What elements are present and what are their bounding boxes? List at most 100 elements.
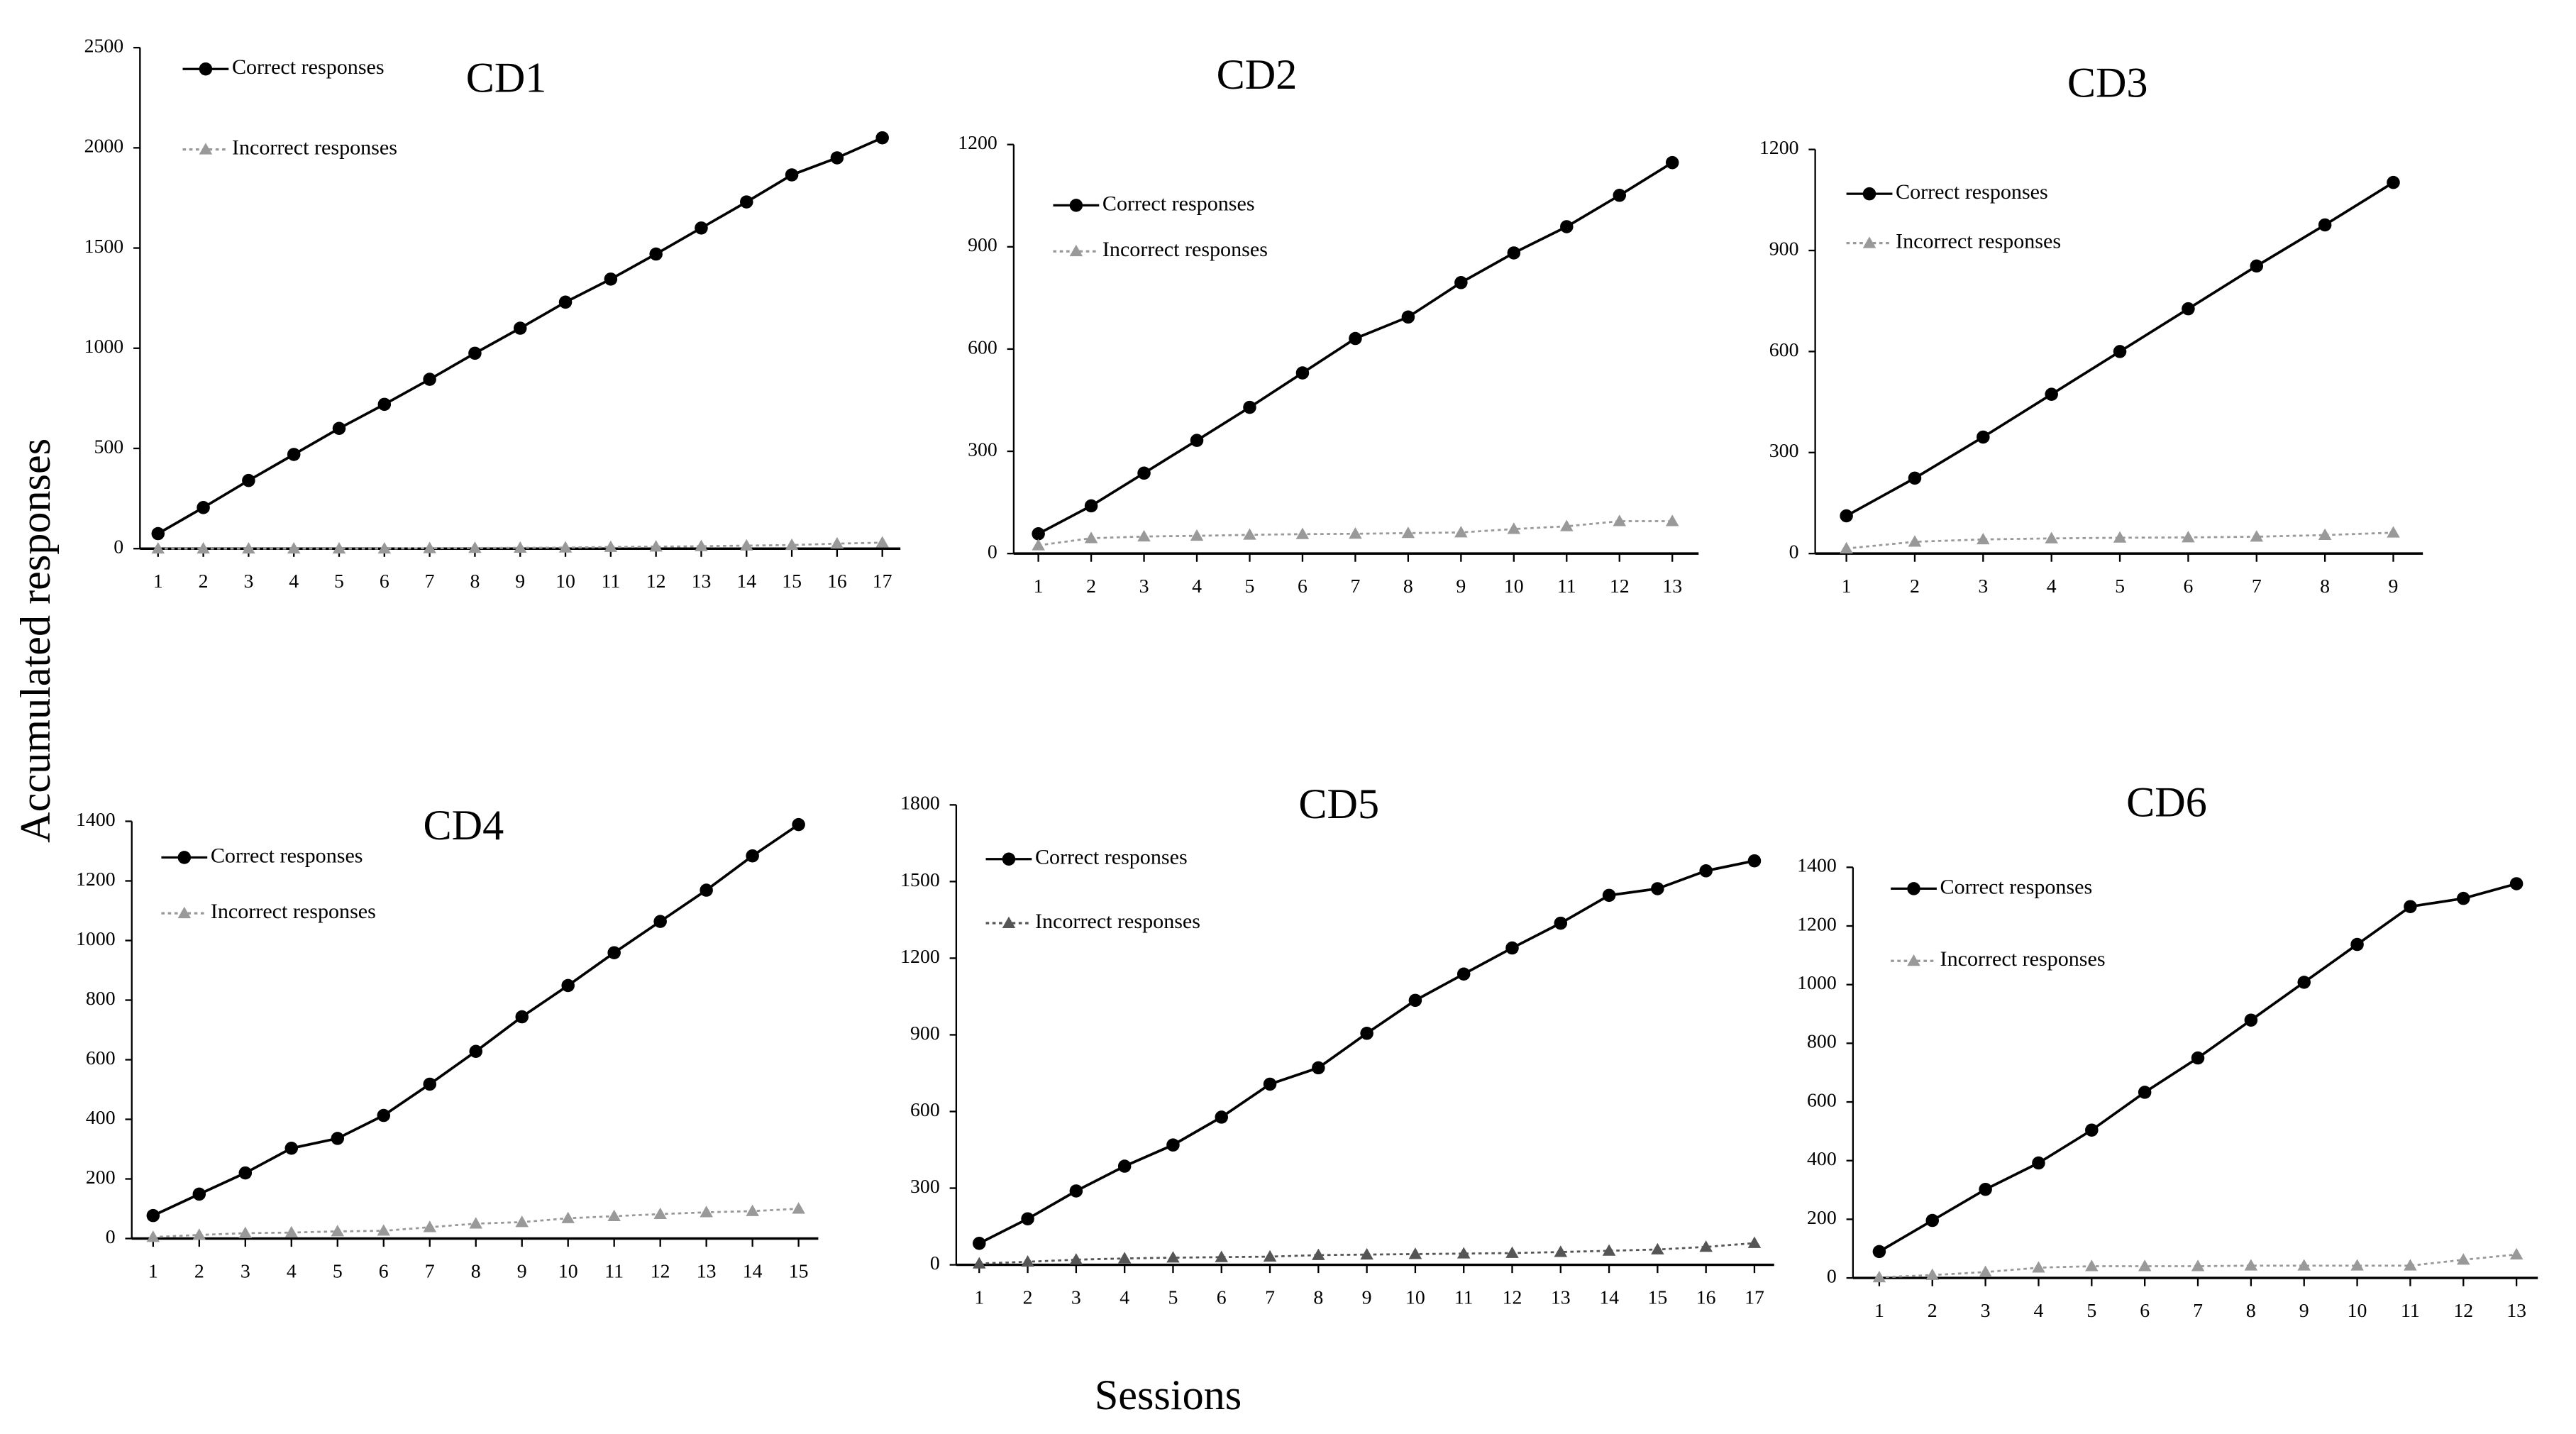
x-tick-label: 2	[1023, 1287, 1033, 1309]
point	[653, 915, 667, 928]
x-tick-label: 2	[1086, 575, 1096, 597]
x-tick-label: 11	[1454, 1287, 1474, 1309]
x-tick-label: 4	[1192, 575, 1202, 597]
y-axis-label: Accumulated responses	[12, 439, 60, 843]
point	[2244, 1259, 2258, 1271]
legend-label: Incorrect responses	[1102, 237, 1268, 261]
point	[515, 1215, 529, 1228]
point	[513, 541, 527, 553]
point	[740, 195, 753, 209]
point	[1295, 366, 1310, 380]
point	[1699, 864, 1713, 878]
legend-marker	[1002, 916, 1016, 928]
point	[2032, 1156, 2045, 1170]
point	[377, 1224, 391, 1236]
chart-title: CD6	[2126, 778, 2207, 826]
point	[1243, 528, 1256, 540]
x-tick-label: 12	[1610, 575, 1630, 597]
point	[1190, 529, 1204, 541]
y-tick-label: 1800	[900, 793, 940, 815]
point	[1117, 1159, 1132, 1173]
x-tick-label: 2	[1928, 1300, 1937, 1322]
x-tick-label: 9	[1456, 575, 1466, 597]
point	[2457, 1253, 2470, 1265]
point	[1032, 527, 1045, 541]
legend-marker	[177, 906, 192, 919]
x-tick-label: 15	[789, 1261, 809, 1283]
legend-label: Correct responses	[211, 843, 363, 867]
point	[1908, 471, 1922, 485]
point	[151, 541, 165, 554]
point	[423, 373, 436, 386]
x-tick-label: 1	[153, 570, 163, 592]
point	[2032, 1261, 2045, 1273]
point	[192, 1228, 206, 1240]
point	[2404, 1259, 2417, 1271]
x-tick-label: 5	[1168, 1287, 1178, 1309]
x-tick-label: 6	[380, 570, 389, 592]
x-tick-label: 10	[1504, 575, 1524, 597]
chart-title: CD4	[424, 802, 504, 849]
point	[1401, 310, 1415, 324]
x-tick-label: 11	[604, 1261, 624, 1283]
legend-marker	[1069, 244, 1083, 257]
y-tick-label: 900	[1769, 238, 1799, 260]
x-tick-label: 13	[697, 1261, 717, 1283]
point	[649, 247, 663, 261]
x-tick-label: 5	[1245, 575, 1255, 597]
x-tick-label: 12	[651, 1261, 670, 1283]
point	[1613, 189, 1627, 202]
x-tick-label: 2	[199, 570, 209, 592]
point	[653, 1207, 667, 1220]
x-tick-label: 5	[333, 1261, 343, 1283]
point	[1747, 854, 1762, 868]
x-tick-label: 7	[1350, 575, 1360, 597]
point	[695, 221, 708, 235]
chart-title: CD3	[2067, 60, 2148, 107]
legend-marker	[1907, 954, 1920, 966]
point	[792, 817, 805, 832]
y-tick-label: 0	[106, 1226, 116, 1248]
y-tick-label: 1000	[84, 336, 124, 358]
point	[1840, 509, 1853, 523]
x-tick-label: 13	[1551, 1287, 1571, 1309]
x-tick-label: 4	[1120, 1287, 1129, 1309]
point	[1456, 967, 1471, 981]
x-tick-label: 11	[1557, 575, 1576, 597]
point	[700, 1206, 713, 1218]
point	[331, 1132, 345, 1145]
point	[1069, 1253, 1083, 1265]
point	[1560, 220, 1574, 233]
y-tick-label: 1400	[1797, 855, 1837, 877]
x-tick-label: 1	[1034, 575, 1044, 597]
legend-label: Incorrect responses	[232, 136, 397, 160]
y-tick-label: 600	[1807, 1089, 1837, 1111]
x-tick-label: 7	[425, 1261, 435, 1283]
point	[377, 541, 392, 554]
x-tick-label: 17	[873, 570, 892, 592]
series-line	[1846, 531, 2394, 550]
x-tick-label: 7	[2252, 575, 2262, 597]
y-tick-label: 600	[1769, 339, 1799, 361]
point	[1699, 1240, 1713, 1252]
legend-marker	[1069, 199, 1083, 212]
y-tick-label: 0	[1789, 541, 1799, 563]
x-tick-label: 16	[827, 570, 847, 592]
x-tick-label: 14	[1599, 1287, 1619, 1309]
y-tick-label: 1200	[76, 868, 116, 890]
point	[649, 540, 663, 552]
point	[2297, 976, 2311, 989]
x-tick-label: 8	[2246, 1300, 2256, 1322]
point	[1979, 1182, 1992, 1196]
point	[146, 1208, 160, 1223]
point	[1925, 1213, 1940, 1228]
point	[2045, 387, 2058, 401]
point	[515, 1010, 529, 1024]
y-tick-label: 400	[1807, 1148, 1837, 1170]
y-tick-label: 0	[988, 541, 997, 563]
x-tick-label: 10	[2348, 1300, 2367, 1322]
point	[423, 1077, 437, 1091]
y-tick-label: 0	[114, 536, 123, 558]
point	[1360, 1247, 1373, 1260]
